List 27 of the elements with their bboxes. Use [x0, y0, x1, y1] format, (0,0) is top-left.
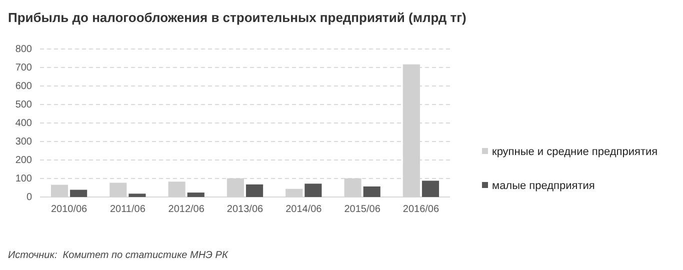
x-tick-label: 2012/06 — [168, 204, 205, 216]
bar — [363, 186, 380, 197]
y-tick-label: 800 — [15, 44, 32, 56]
y-tick-label: 600 — [15, 81, 32, 92]
x-tick-label: 2013/06 — [226, 204, 264, 216]
legend-label: малые предприятия — [492, 180, 595, 192]
bar — [128, 194, 146, 197]
y-tick-label: 200 — [15, 155, 32, 166]
y-tick-label: 0 — [26, 192, 32, 204]
legend-label: крупные и средние предприятия — [492, 146, 658, 158]
bar — [304, 184, 322, 197]
chart-title: Прибыль до налогообложения в строительных предприятий (млрд тг) — [8, 10, 466, 25]
y-tick-label: 400 — [15, 118, 32, 130]
y-tick-label: 300 — [15, 136, 32, 148]
bar — [187, 192, 204, 197]
bar — [70, 190, 88, 197]
text: Источник: Комитет по статистике МНЭ РК — [8, 250, 229, 261]
bar — [246, 184, 264, 197]
y-tick-label: 500 — [15, 100, 32, 111]
x-tick-label: 2010/06 — [50, 204, 88, 216]
bar — [422, 180, 440, 197]
x-tick-label: 2011/06 — [110, 204, 146, 216]
x-tick-label: 2014/06 — [286, 204, 322, 216]
y-tick-label: 700 — [15, 62, 32, 74]
y-tick-label: 100 — [15, 174, 32, 185]
x-tick-label: 2016/06 — [402, 204, 440, 216]
x-tick-label: 2015/06 — [344, 204, 381, 216]
